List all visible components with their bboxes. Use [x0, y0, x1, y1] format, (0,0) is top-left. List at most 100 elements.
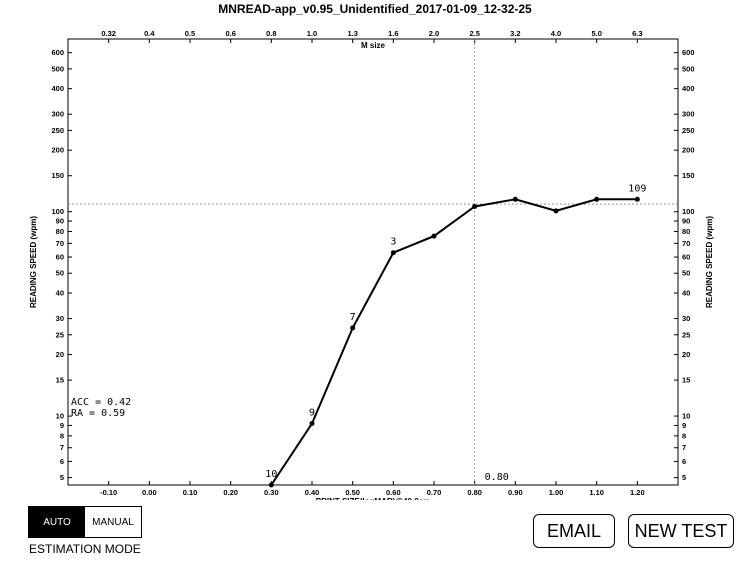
y-tick-label: 8: [60, 431, 64, 440]
x-axis-label: PRINT SIZE(logMAR)@40.0cm: [316, 497, 430, 500]
top-tick-label: 1.3: [347, 29, 357, 38]
y-tick-label-right: 80: [682, 227, 690, 236]
x-tick-label: 1.10: [589, 488, 604, 497]
data-point: [268, 482, 274, 488]
y-tick-label-right: 7: [682, 443, 686, 452]
x-tick-label: 0.80: [467, 488, 482, 497]
y-tick-label-right: 15: [682, 376, 690, 385]
estimation-mode-toggle: AUTO MANUAL: [28, 506, 142, 538]
top-tick-label: 4.0: [551, 29, 561, 38]
top-tick-label: 1.0: [307, 29, 317, 38]
top-tick-label: 0.5: [185, 29, 195, 38]
y-tick-label-right: 25: [682, 330, 690, 339]
y-tick-label: 7: [60, 443, 64, 452]
data-point: [634, 196, 640, 202]
y-tick-label: 40: [56, 289, 64, 298]
top-tick-label: 0.32: [101, 29, 116, 38]
y-tick-label-right: 9: [682, 421, 686, 430]
y-tick-label: 5: [60, 473, 64, 482]
y-tick-label-right: 6: [682, 457, 686, 466]
y-tick-label-right: 30: [682, 314, 690, 323]
email-button[interactable]: EMAIL: [533, 514, 615, 548]
top-tick-label: 0.6: [225, 29, 235, 38]
y-tick-label-right: 60: [682, 253, 690, 262]
point-label: 109: [628, 183, 646, 194]
x-tick-label: 0.90: [508, 488, 523, 497]
point-label: 7: [350, 312, 356, 323]
y-tick-label-right: 70: [682, 239, 690, 248]
x-tick-label: 0.50: [345, 488, 360, 497]
manual-mode-button[interactable]: MANUAL: [85, 507, 141, 537]
data-point: [309, 420, 315, 426]
y-tick-label-right: 90: [682, 217, 690, 226]
y-tick-label: 200: [51, 146, 64, 155]
y-axis-label: READING SPEED (wpm): [29, 216, 38, 308]
x-tick-label: 1.20: [630, 488, 645, 497]
x-tick-label: 1.00: [549, 488, 564, 497]
acc-annotation: ACC = 0.42: [71, 397, 131, 408]
y-tick-label-right: 500: [682, 64, 695, 73]
x-tick-label: 0.40: [305, 488, 320, 497]
y-tick-label: 50: [56, 269, 64, 278]
x-tick-label: 0.00: [142, 488, 157, 497]
x-tick-label: 0.30: [264, 488, 279, 497]
y-tick-label: 30: [56, 314, 64, 323]
x-tick-label: 0.10: [183, 488, 198, 497]
y-tick-label: 10: [56, 412, 64, 421]
y-tick-label: 300: [51, 110, 64, 119]
y-tick-label: 25: [56, 330, 64, 339]
y-tick-label: 400: [51, 84, 64, 93]
data-point: [350, 325, 356, 331]
data-point: [390, 250, 396, 256]
data-point: [431, 233, 437, 239]
y-tick-label-right: 300: [682, 110, 695, 119]
y-tick-label: 90: [56, 217, 64, 226]
y-tick-label: 80: [56, 227, 64, 236]
data-point: [472, 204, 478, 210]
data-point: [553, 208, 559, 214]
y-tick-label: 9: [60, 421, 64, 430]
y-tick-label-right: 250: [682, 126, 695, 135]
chart-title: MNREAD-app_v0.95_Unidentified_2017-01-09…: [218, 2, 532, 16]
y-axis-label-right: READING SPEED (wpm): [705, 216, 714, 308]
y-tick-label: 20: [56, 350, 64, 359]
y-tick-label: 250: [51, 126, 64, 135]
y-tick-label: 150: [51, 171, 64, 180]
x-tick-label: 0.70: [427, 488, 442, 497]
ra-annotation: RA = 0.59: [71, 408, 125, 419]
top-tick-label: 3.2: [510, 29, 520, 38]
y-tick-label-right: 400: [682, 84, 695, 93]
y-tick-label: 15: [56, 376, 64, 385]
cps-label: 0.80: [485, 472, 509, 483]
top-tick-label: 2.5: [469, 29, 479, 38]
x-tick-label: 0.20: [223, 488, 238, 497]
y-tick-label: 600: [51, 48, 64, 57]
top-tick-label: 5.0: [591, 29, 601, 38]
y-tick-label: 500: [51, 64, 64, 73]
point-label: 10: [265, 469, 277, 480]
y-tick-label: 60: [56, 253, 64, 262]
data-point: [594, 196, 600, 202]
new-test-button[interactable]: NEW TEST: [628, 514, 734, 548]
y-tick-label-right: 100: [682, 207, 695, 216]
top-tick-label: 6.3: [632, 29, 642, 38]
y-tick-label-right: 600: [682, 48, 695, 57]
top-tick-label: 0.8: [266, 29, 276, 38]
y-tick-label-right: 50: [682, 269, 690, 278]
data-point: [512, 196, 518, 202]
top-axis-label: M size: [361, 41, 386, 50]
x-tick-label: -0.10: [100, 488, 117, 497]
top-tick-label: 1.6: [388, 29, 398, 38]
reading-speed-line: [270, 198, 638, 486]
plot-frame: [67, 38, 679, 486]
estimation-mode-label: ESTIMATION MODE: [29, 542, 141, 556]
y-tick-label-right: 40: [682, 289, 690, 298]
x-tick-label: 0.60: [386, 488, 401, 497]
top-tick-label: 2.0: [429, 29, 439, 38]
y-tick-label: 100: [51, 207, 64, 216]
mnread-chart: -0.10 0.00 0.10 0.20 0.30 0.40 0.50 0.60 0.70 0.8…: [29, 29, 714, 500]
auto-mode-button[interactable]: AUTO: [29, 507, 85, 537]
y-tick-label-right: 10: [682, 412, 690, 421]
y-tick-label-right: 150: [682, 171, 695, 180]
y-tick-label: 70: [56, 239, 64, 248]
